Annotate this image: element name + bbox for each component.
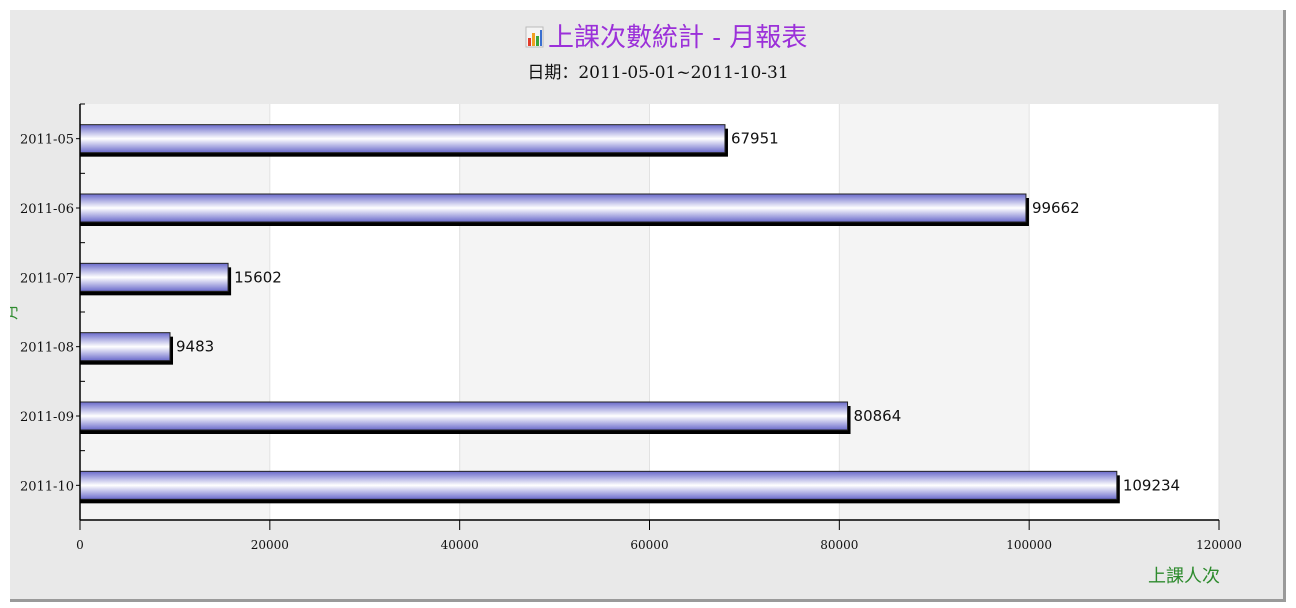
- y-tick-label: 2011-09: [20, 410, 74, 425]
- bar-chart-icon: [526, 27, 543, 47]
- bar: [80, 263, 228, 291]
- data-label: 67951: [731, 130, 779, 148]
- grid-band: [460, 104, 650, 520]
- grid-bands: [80, 104, 1029, 520]
- chart-title: 上課次數統計 - 月報表: [548, 23, 807, 53]
- x-tick-label: 100000: [1006, 538, 1052, 552]
- grid-band: [80, 104, 270, 520]
- data-label: 99662: [1032, 199, 1080, 217]
- x-tick-label: 20000: [251, 538, 289, 552]
- y-tick-label: 2011-10: [20, 479, 74, 494]
- y-tick-label: 2011-06: [20, 202, 74, 217]
- y-tick-label: 2011-08: [20, 341, 74, 356]
- x-tick-label: 0: [76, 538, 84, 552]
- chart-canvas: 上課次數統計 - 月報表 日期：2011-05-01~2011-10-31 67…: [10, 10, 1286, 602]
- y-axis-label: 月: [10, 304, 20, 320]
- bar: [80, 194, 1026, 222]
- data-label: 80864: [854, 407, 902, 425]
- bar: [80, 402, 848, 430]
- bar: [80, 471, 1117, 499]
- y-tick-label: 2011-05: [20, 133, 74, 148]
- x-tick-label: 80000: [820, 538, 858, 552]
- bar: [80, 333, 170, 361]
- bar: [80, 125, 725, 153]
- x-axis-label: 上課人次: [1148, 566, 1220, 587]
- chart-frame: 上課次數統計 - 月報表 日期：2011-05-01~2011-10-31 67…: [10, 10, 1286, 602]
- x-tick-label: 120000: [1196, 538, 1242, 552]
- grid-band: [839, 104, 1029, 520]
- data-label: 109234: [1123, 476, 1180, 494]
- x-tick-label: 40000: [441, 538, 479, 552]
- chart-subtitle: 日期：2011-05-01~2011-10-31: [527, 63, 788, 83]
- x-tick-label: 60000: [630, 538, 668, 552]
- y-tick-label: 2011-07: [20, 271, 74, 286]
- data-label: 15602: [234, 268, 282, 286]
- data-label: 9483: [176, 338, 214, 356]
